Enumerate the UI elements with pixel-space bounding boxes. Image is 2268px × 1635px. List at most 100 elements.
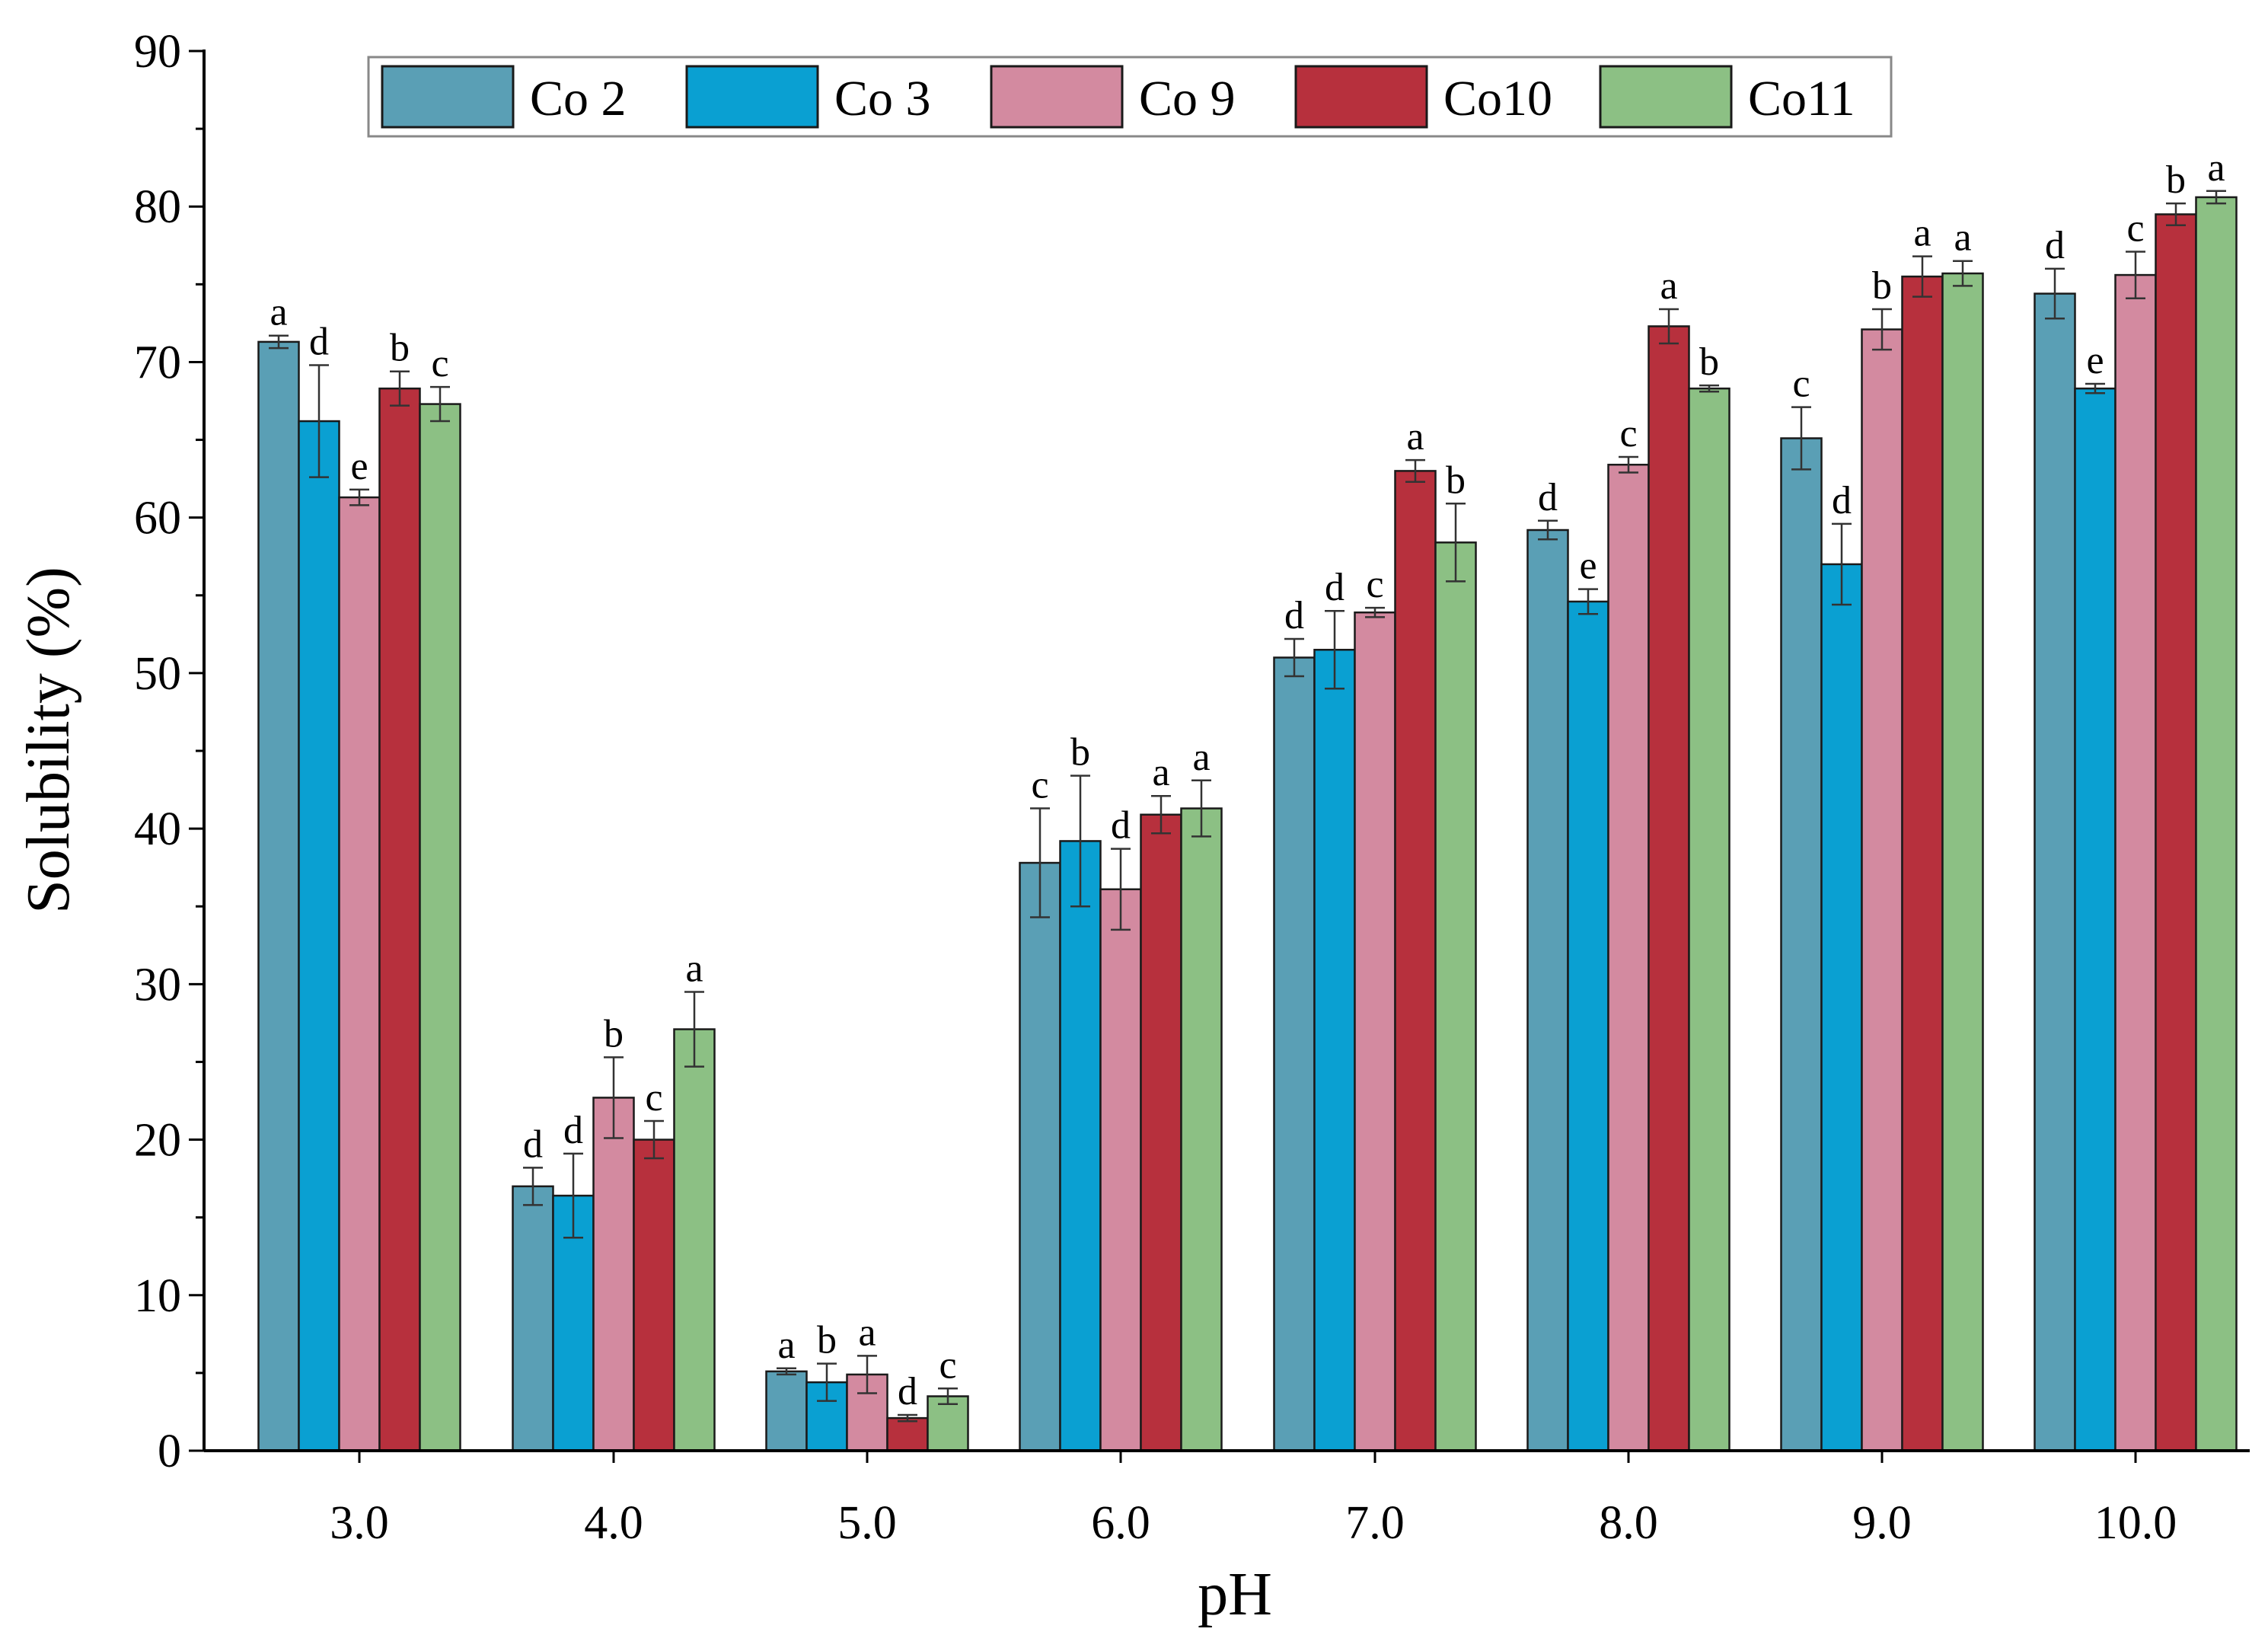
significance-letter: c bbox=[2126, 206, 2144, 250]
significance-letter: d bbox=[1538, 476, 1558, 519]
significance-letter: c bbox=[1619, 412, 1637, 455]
y-tick-label: 60 bbox=[134, 493, 181, 544]
bar-co10-ph-4.0 bbox=[633, 1138, 675, 1452]
y-axis-title: Solubility (%) bbox=[15, 567, 82, 914]
bar-co11-ph-8.0 bbox=[1688, 387, 1731, 1452]
significance-letter: d bbox=[523, 1122, 543, 1166]
bar-co10-ph-8.0 bbox=[1648, 325, 1690, 1452]
x-tick-label: 6.0 bbox=[1091, 1497, 1150, 1549]
bar-co11-ph-10.0 bbox=[2195, 196, 2238, 1452]
bar-co10-ph-10.0 bbox=[2155, 213, 2197, 1452]
y-tick-label: 30 bbox=[134, 959, 181, 1011]
significance-letter: b bbox=[1446, 458, 1466, 502]
legend-label-co11: Co11 bbox=[1748, 71, 1855, 126]
legend-swatch-co9 bbox=[990, 65, 1124, 129]
y-tick-label: 90 bbox=[134, 26, 181, 78]
bar-co2-ph-4.0 bbox=[512, 1185, 554, 1452]
bars bbox=[257, 196, 2238, 1452]
significance-letter: a bbox=[270, 291, 287, 334]
legend-swatch-co10 bbox=[1294, 65, 1428, 129]
significance-letter: c bbox=[1792, 362, 1810, 406]
x-tick-label: 5.0 bbox=[837, 1497, 897, 1549]
significance-letter: e bbox=[1579, 544, 1597, 588]
significance-letter: b bbox=[390, 327, 410, 370]
bar-co10-ph-7.0 bbox=[1394, 470, 1437, 1452]
legend-label-co2: Co 2 bbox=[530, 71, 627, 126]
significance-letter: b bbox=[1872, 264, 1892, 308]
error-bars bbox=[269, 190, 2226, 1423]
significance-letter: c bbox=[645, 1076, 662, 1119]
bar-co3-ph-9.0 bbox=[1820, 563, 1863, 1452]
bar-co10-ph-5.0 bbox=[886, 1416, 929, 1452]
legend-label-co9: Co 9 bbox=[1139, 71, 1236, 126]
y-tick-label: 40 bbox=[134, 803, 181, 855]
legend: Co 2 Co 3 Co 9 Co10 Co11 bbox=[367, 56, 1893, 138]
axes bbox=[189, 49, 2250, 1463]
significance-letter: a bbox=[1406, 415, 1424, 458]
significance-letter: d bbox=[2045, 224, 2065, 267]
significance-letter: a bbox=[1152, 751, 1169, 794]
y-tick-label: 50 bbox=[134, 648, 181, 700]
significance-letter: d bbox=[1111, 804, 1131, 848]
significance-letter: b bbox=[817, 1319, 837, 1362]
significance-letter: d bbox=[1325, 566, 1345, 609]
bar-co11-ph-7.0 bbox=[1434, 541, 1477, 1452]
significance-letter: a bbox=[1192, 736, 1210, 779]
significance-letter: a bbox=[1913, 212, 1931, 255]
y-tick-label: 70 bbox=[134, 337, 181, 388]
bar-co11-ph-3.0 bbox=[419, 403, 461, 1452]
significance-letter: b bbox=[1070, 731, 1090, 774]
x-tick-label: 9.0 bbox=[1852, 1497, 1912, 1549]
significance-letter: e bbox=[350, 445, 368, 488]
y-tick-label: 0 bbox=[158, 1426, 181, 1477]
significance-letter: c bbox=[431, 342, 448, 385]
bar-co2-ph-9.0 bbox=[1780, 437, 1823, 1452]
y-tick-label: 80 bbox=[134, 181, 181, 233]
significance-letter: a bbox=[858, 1311, 876, 1354]
bar-co11-ph-9.0 bbox=[1941, 272, 1984, 1452]
bar-co10-ph-6.0 bbox=[1140, 813, 1182, 1452]
significance-letter: a bbox=[1660, 264, 1677, 308]
legend-swatch-co3 bbox=[685, 65, 819, 129]
bar-co3-ph-7.0 bbox=[1313, 649, 1356, 1452]
legend-swatch-co2 bbox=[381, 65, 515, 129]
bar-co2-ph-8.0 bbox=[1526, 529, 1569, 1452]
bar-co9-ph-6.0 bbox=[1099, 888, 1142, 1452]
significance-letter: e bbox=[2086, 339, 2104, 382]
significance-letter: d bbox=[563, 1109, 583, 1152]
bar-co3-ph-8.0 bbox=[1567, 600, 1609, 1452]
x-tick-label: 10.0 bbox=[2094, 1497, 2177, 1549]
x-tick-label: 7.0 bbox=[1345, 1497, 1405, 1549]
bar-co9-ph-7.0 bbox=[1354, 611, 1396, 1452]
significance-letter: a bbox=[2207, 146, 2225, 190]
bar-co9-ph-10.0 bbox=[2114, 273, 2157, 1452]
bar-co9-ph-9.0 bbox=[1861, 328, 1903, 1452]
significance-letter: c bbox=[1366, 563, 1383, 606]
significance-letter: c bbox=[1031, 764, 1048, 807]
bar-co2-ph-3.0 bbox=[257, 340, 300, 1452]
tick-labels: 3.0 4.0 5.0 6.0 7.0 8.0 9.0 10.0 0 10 20 30 40 50 60 70… bbox=[134, 26, 2177, 1549]
bar-co10-ph-3.0 bbox=[378, 387, 421, 1452]
legend-label-co3: Co 3 bbox=[834, 71, 931, 126]
bar-co3-ph-6.0 bbox=[1059, 840, 1102, 1452]
significance-letter: d bbox=[1832, 479, 1852, 522]
bar-co9-ph-8.0 bbox=[1607, 463, 1650, 1452]
legend-label-co10: Co10 bbox=[1443, 71, 1552, 126]
bar-co2-ph-7.0 bbox=[1273, 656, 1316, 1452]
significance-letter: d bbox=[1284, 594, 1304, 637]
x-tick-label: 3.0 bbox=[330, 1497, 389, 1549]
significance-letter: a bbox=[777, 1324, 795, 1367]
significance-letter: b bbox=[604, 1012, 624, 1055]
significance-letter: d bbox=[898, 1370, 917, 1413]
x-axis-title: pH bbox=[1198, 1561, 1272, 1628]
significance-letter: c bbox=[939, 1343, 956, 1387]
bar-co2-ph-6.0 bbox=[1019, 861, 1061, 1452]
bar-co3-ph-10.0 bbox=[2074, 387, 2116, 1452]
bar-co9-ph-3.0 bbox=[338, 496, 381, 1452]
significance-letter: a bbox=[1954, 216, 1971, 260]
significance-letter: b bbox=[1699, 340, 1719, 384]
bar-co2-ph-5.0 bbox=[765, 1370, 808, 1452]
legend-swatch-co11 bbox=[1599, 65, 1733, 129]
